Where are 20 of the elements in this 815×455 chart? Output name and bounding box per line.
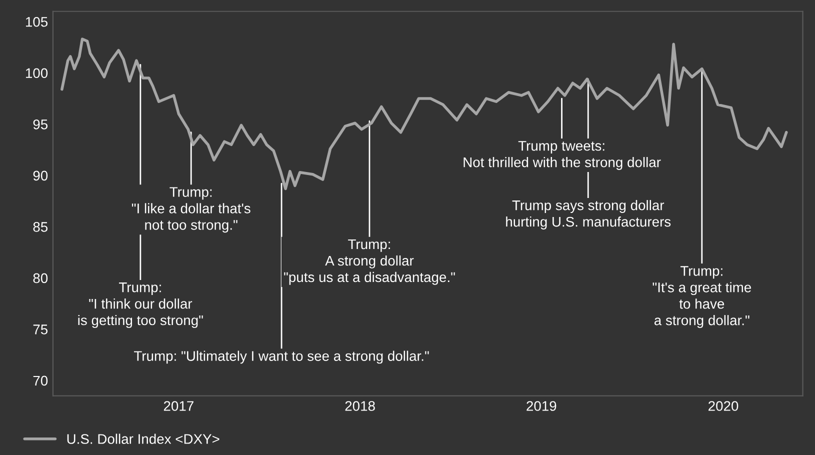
y-tick-label: 75 (33, 324, 48, 334)
annotation: Trump: "I like a dollar that's not too strong." (132, 187, 250, 233)
legend-label: U.S. Dollar Index <DXY> (67, 434, 220, 444)
x-tick-label: 2019 (526, 401, 556, 411)
y-tick-label: 95 (33, 119, 48, 130)
annotation: Trump: A strong dollar "puts us at a disadvantage." (284, 239, 455, 285)
annotation: Trump: "I think our dollar is getting too strong" (78, 282, 203, 328)
annotation: Trump: "Ultimately I want to see a strong dollar." (134, 350, 429, 364)
y-tick-label: 100 (26, 68, 48, 78)
y-tick-label: 105 (26, 16, 48, 27)
y-tick-label: 85 (33, 222, 48, 232)
y-tick-label: 70 (33, 376, 48, 386)
annotation: Trump: "It's a great time to have a strong dollar." (652, 266, 752, 328)
annotation: Trump says strong dollar hurting U.S. manufacturers (506, 200, 671, 230)
y-tick-label: 90 (33, 170, 48, 181)
x-tick-label: 2017 (164, 401, 194, 411)
annotation: Trump tweets: Not thrilled with the strong dollar (464, 141, 661, 170)
x-tick-label: 2020 (708, 401, 738, 411)
y-tick-label: 80 (33, 273, 48, 284)
x-tick-label: 2018 (345, 401, 375, 411)
